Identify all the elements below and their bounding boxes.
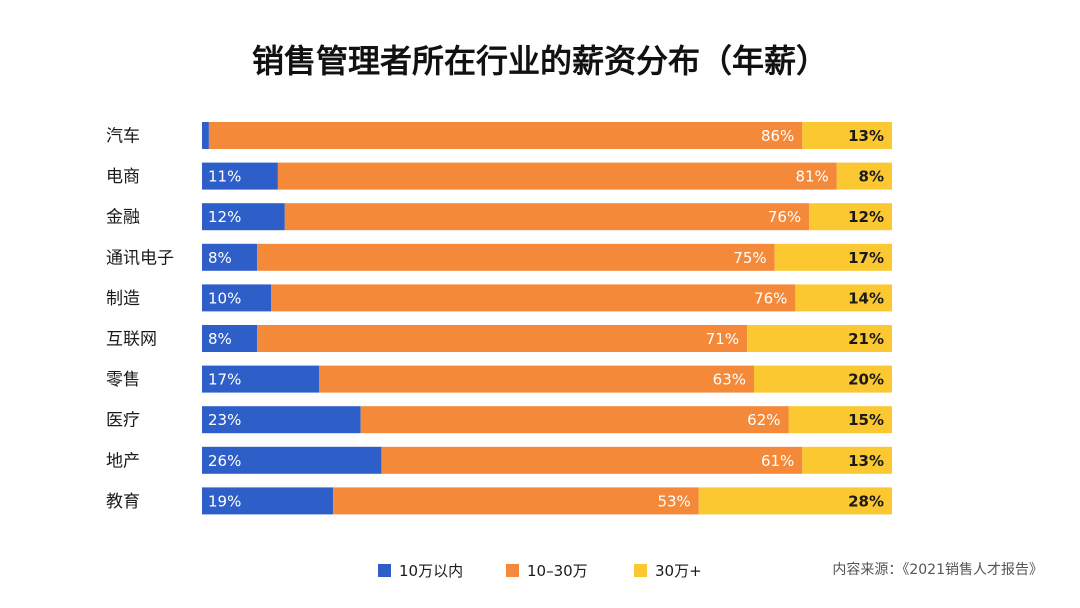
bar-segment [271,284,796,312]
bar-segment [208,122,803,149]
data-label: 11% [208,168,241,186]
bar-segment [202,284,271,312]
bar-segment [202,122,209,149]
data-label: 75% [733,249,766,267]
data-label: 71% [706,330,739,348]
bar-segment [333,487,699,515]
bar-row: 电商 11% 81% 8% [106,162,892,190]
bar-row: 互联网 8% 71% 21% [106,325,892,352]
bar-segment [788,406,892,434]
data-label: 14% [848,289,884,307]
data-label: 21% [848,330,884,348]
data-label: 76% [768,208,801,226]
legend-label: 10万以内 [399,562,463,580]
bar-segment [202,243,258,271]
data-label: 13% [848,452,884,470]
bar-row: 零售 17% 63% 20% [106,365,892,393]
category-label: 医疗 [106,411,140,431]
category-label: 汽车 [106,127,140,147]
category-label: 零售 [106,370,140,390]
category-label: 地产 [106,451,140,471]
legend-swatch [378,564,391,577]
bar-segment [802,446,892,474]
bar-segment [202,487,334,515]
data-label: 8% [859,168,884,186]
data-label: 8% [208,249,232,267]
bar-segment [202,446,382,474]
source-note: 内容来源：《2021销售人才报告》 [832,561,1043,578]
bar-segment [202,365,320,393]
legend: 10万以内 10–30万 30万+ [378,562,702,580]
data-label: 15% [848,411,884,429]
bar-segment [774,243,892,271]
bar-segment [202,406,361,434]
data-label: 17% [208,371,241,389]
data-label: 12% [208,208,241,226]
bars-layer: 汽车1%86%13%电商11%81%8%金融12%76%12%通讯电子8%75%… [106,122,892,515]
data-label: 19% [208,492,241,510]
bar-segment [202,325,258,352]
bar-segment [381,446,803,474]
data-label: 61% [761,452,794,470]
data-label: 17% [848,249,884,267]
legend-label: 30万+ [655,562,702,580]
data-label: 23% [208,411,241,429]
bar-row: 医疗 23% 62% 15% [106,406,892,434]
bar-segment [319,365,754,393]
category-label: 电商 [106,167,140,187]
bar-segment [809,203,892,231]
data-label: 28% [848,492,884,510]
bar-segment [795,284,892,312]
bar-row: 汽车1%86%13% [106,122,892,149]
data-label: 76% [754,289,787,307]
bar-row: 金融 12% 76% 12% [106,203,892,231]
bar-segment [747,325,892,352]
category-label: 通讯电子 [106,248,174,268]
bar-segment [284,203,810,231]
bar-segment [202,162,278,190]
bar-segment [698,487,892,515]
data-label: 81% [795,168,828,186]
bar-row: 制造 10% 76% 14% [106,284,892,312]
bar-row: 地产 26% 61% 13% [106,446,892,474]
legend-swatch [506,564,519,577]
category-label: 制造 [106,289,140,309]
bar-segment [257,325,748,352]
category-label: 互联网 [106,330,157,350]
category-label: 金融 [106,208,140,228]
data-label: 10% [208,289,241,307]
bar-segment [802,122,892,149]
data-label: 13% [848,127,884,145]
bar-row: 通讯电子 8% 75% 17% [106,243,892,271]
data-label: 62% [747,411,780,429]
bar-segment [277,162,837,190]
bar-segment [836,162,892,190]
data-label: 86% [761,127,794,145]
legend-label: 10–30万 [527,562,588,580]
legend-swatch [634,564,647,577]
data-label: 63% [713,371,746,389]
data-label: 8% [208,330,232,348]
chart-title: 销售管理者所在行业的薪资分布（年薪） [252,42,828,80]
bar-row: 教育 19% 53% 28% [106,487,892,515]
data-label: 20% [848,371,884,389]
bar-segment [257,243,775,271]
category-label: 教育 [106,492,140,512]
bar-segment [360,406,789,434]
bar-segment [202,203,285,231]
bar-segment [754,365,892,393]
data-label: 53% [657,492,690,510]
data-label: 12% [848,208,884,226]
data-label: 26% [208,452,241,470]
